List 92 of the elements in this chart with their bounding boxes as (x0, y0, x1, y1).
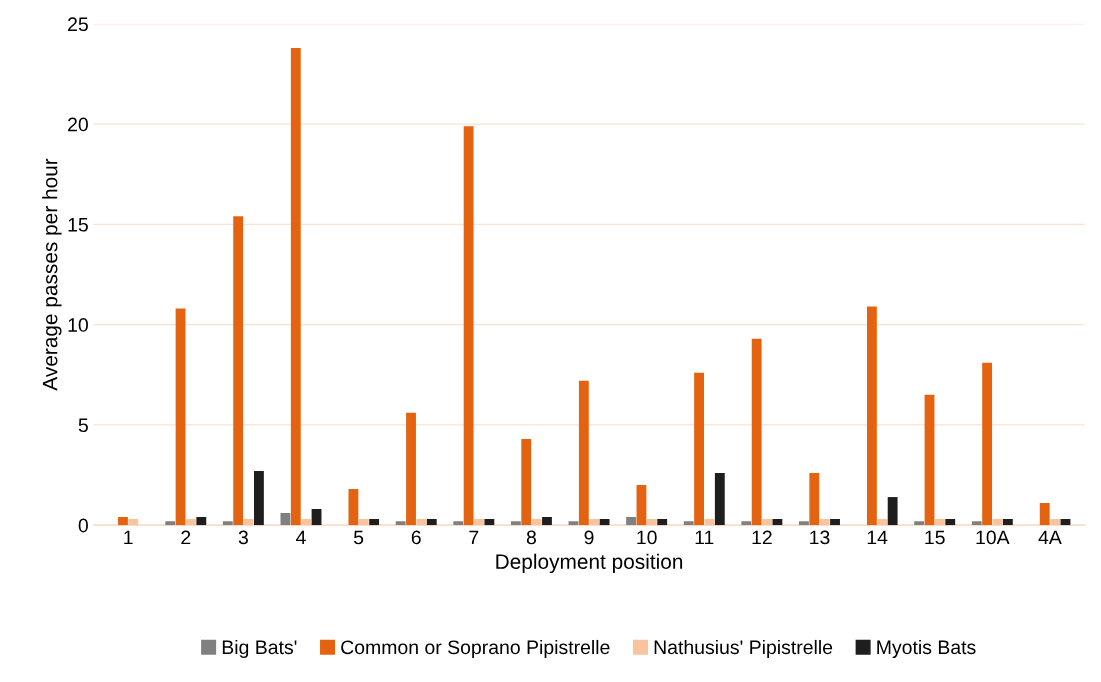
bar (358, 519, 369, 526)
bar (568, 521, 579, 526)
bar (369, 519, 380, 526)
bar (128, 519, 139, 526)
bar (714, 473, 725, 526)
y-tick-label: 20 (68, 117, 88, 132)
bar (290, 47, 301, 526)
bar (348, 489, 359, 526)
x-axis-title: Deployment position (496, 553, 683, 574)
y-tick-label: 10 (68, 318, 88, 332)
bar (1060, 519, 1071, 526)
x-tick-label: 6 (411, 530, 421, 545)
bar (741, 521, 752, 526)
bar (484, 519, 495, 526)
y-tick-label: 25 (68, 17, 88, 32)
bar (395, 521, 406, 526)
bar (945, 519, 956, 526)
x-tick-label: 10 (637, 530, 657, 545)
bar (772, 519, 783, 526)
x-tick-label: 1 (124, 530, 133, 545)
bar (877, 519, 888, 526)
legend-label: Big Bats' (222, 639, 297, 659)
bar (599, 519, 610, 526)
bar (751, 338, 762, 526)
x-tick-label: 3 (238, 530, 248, 545)
bar (704, 519, 715, 526)
bar (243, 519, 254, 526)
bar (914, 521, 925, 526)
bar (254, 471, 264, 526)
x-tick-label: 7 (469, 530, 479, 545)
bar (646, 519, 657, 526)
y-axis-title: Average passes per hour (42, 158, 62, 391)
bar (971, 521, 982, 526)
bar (521, 438, 532, 526)
x-tick-label: 8 (526, 530, 536, 545)
bar (416, 519, 427, 526)
bar (406, 412, 416, 526)
bar (531, 519, 542, 526)
x-tick-label: 4A (1038, 530, 1062, 545)
x-tick-label: 15 (925, 530, 945, 545)
legend-label: Nathusius' Pipistrelle (654, 639, 833, 659)
x-tick-label: 5 (353, 530, 364, 545)
x-tick-label: 9 (584, 530, 594, 545)
bar (934, 519, 945, 526)
bar (657, 519, 668, 526)
bar (165, 521, 176, 526)
bar (186, 519, 196, 526)
bar (1039, 503, 1050, 526)
legend-label: Common or Soprano Pipistrelle (341, 639, 610, 659)
x-tick-label: 13 (810, 530, 830, 545)
bar (196, 517, 207, 526)
bar (589, 519, 600, 526)
bar (311, 509, 322, 526)
bar (694, 372, 704, 526)
bar (542, 517, 552, 526)
bar (887, 497, 898, 526)
y-tick-label: 5 (78, 418, 88, 433)
bar (175, 308, 186, 526)
y-tick-label: 0 (78, 518, 88, 533)
bar (1002, 519, 1013, 526)
x-tick-label: 4 (296, 530, 306, 545)
bar (301, 519, 312, 526)
bar (280, 513, 291, 526)
bar (453, 521, 464, 526)
x-tick-label: 14 (867, 530, 888, 545)
bar (762, 519, 772, 526)
bar (463, 126, 474, 526)
bar (799, 521, 809, 526)
bar (233, 216, 244, 526)
bar (578, 380, 589, 526)
bar (636, 485, 647, 526)
x-tick-label: 12 (752, 530, 772, 545)
bar (809, 473, 820, 526)
x-tick-label: 11 (695, 530, 714, 545)
bar (819, 519, 830, 526)
bar (222, 521, 233, 526)
bar (626, 517, 637, 526)
x-tick-label: 2 (181, 530, 191, 545)
bar (474, 519, 484, 526)
bar (1050, 519, 1061, 526)
y-tick-label: 15 (68, 218, 88, 232)
bar (683, 521, 694, 526)
bar (866, 306, 877, 526)
legend-label: Myotis Bats (877, 639, 976, 659)
bar (924, 394, 935, 526)
bar (426, 519, 437, 526)
bar (982, 362, 993, 526)
x-tick-label: 10A (976, 530, 1010, 545)
bar (992, 519, 1003, 526)
bar (830, 519, 840, 526)
bar (510, 521, 521, 526)
bar (118, 517, 128, 526)
